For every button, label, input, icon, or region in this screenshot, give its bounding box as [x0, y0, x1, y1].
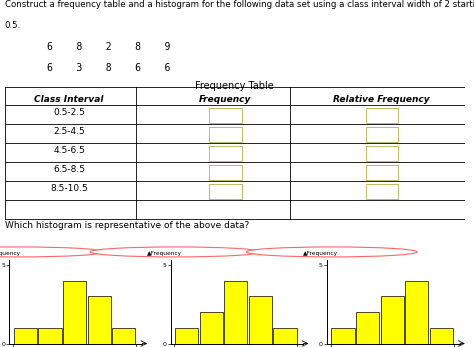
Bar [365, 165, 398, 180]
Text: ▲Frequency: ▲Frequency [0, 251, 21, 256]
Bar [331, 328, 355, 344]
Bar [273, 328, 297, 344]
Bar [112, 328, 136, 344]
Text: Class Interval: Class Interval [34, 95, 104, 104]
Bar [210, 127, 242, 142]
Text: Which histogram is representative of the above data?: Which histogram is representative of the… [5, 221, 249, 230]
Circle shape [246, 247, 417, 257]
Bar [365, 108, 398, 123]
Text: 0.5.: 0.5. [5, 22, 21, 31]
Text: Construct a frequency table and a histogram for the following data set using a c: Construct a frequency table and a histog… [5, 0, 474, 9]
Text: 6.5-8.5: 6.5-8.5 [53, 165, 85, 174]
Text: ▲Frequency: ▲Frequency [303, 251, 338, 256]
Bar [381, 296, 404, 344]
Bar [405, 281, 428, 344]
Circle shape [0, 247, 104, 257]
Bar [365, 146, 398, 161]
Bar [14, 328, 37, 344]
Bar [38, 328, 62, 344]
Bar [210, 184, 242, 199]
Bar [429, 328, 453, 344]
Text: ▲Frequency: ▲Frequency [147, 251, 182, 256]
Bar [224, 281, 247, 344]
Bar [210, 146, 242, 161]
Text: 8.5-10.5: 8.5-10.5 [50, 184, 88, 193]
Text: 2.5-4.5: 2.5-4.5 [53, 127, 85, 136]
Bar [356, 312, 379, 344]
Bar [210, 108, 242, 123]
Circle shape [90, 247, 261, 257]
Bar [63, 281, 86, 344]
Text: 0.5-2.5: 0.5-2.5 [53, 108, 85, 117]
Bar [200, 312, 223, 344]
Text: Relative Frequency: Relative Frequency [333, 95, 430, 104]
Bar [249, 296, 272, 344]
Text: Frequency: Frequency [199, 95, 252, 104]
Text: Frequency Table: Frequency Table [195, 81, 274, 91]
Bar [365, 127, 398, 142]
Bar [210, 165, 242, 180]
Text: 6    3    8    6    6: 6 3 8 6 6 [47, 62, 171, 73]
Bar [365, 184, 398, 199]
Text: 6    8    2    8    9: 6 8 2 8 9 [47, 42, 171, 52]
Bar [175, 328, 198, 344]
Text: 4.5-6.5: 4.5-6.5 [53, 146, 85, 155]
Bar [88, 296, 111, 344]
